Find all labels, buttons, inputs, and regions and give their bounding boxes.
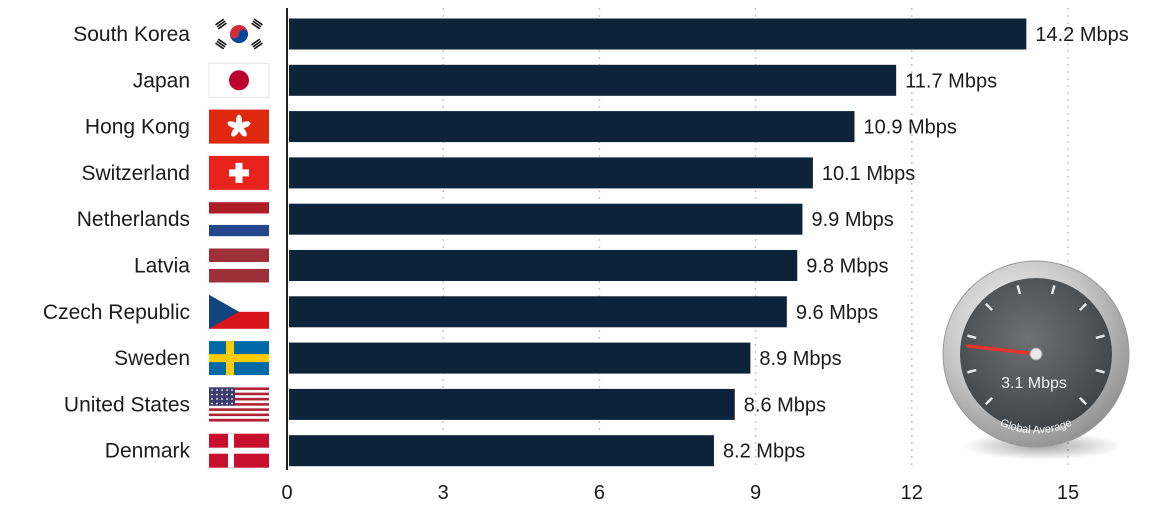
- gauge-tick: [967, 368, 977, 374]
- gauge-tick: [1078, 396, 1088, 406]
- data-label: 9.6 Mbps: [796, 302, 878, 324]
- x-tick-label: 0: [281, 482, 292, 504]
- gauge-tick: [984, 302, 994, 312]
- gauge-hub: [1029, 347, 1043, 361]
- denmark-flag-icon: [209, 433, 269, 468]
- gauge-ticks: [967, 285, 1105, 406]
- category-label: Denmark: [105, 440, 191, 463]
- sweden-flag-icon: [209, 341, 269, 376]
- czech-republic-flag-icon: [209, 294, 269, 329]
- gauge-value-label: 3.1 Mbps: [1001, 375, 1067, 392]
- x-tick-label: 3: [438, 482, 449, 504]
- bar: [289, 435, 714, 467]
- category-label: Sweden: [114, 347, 190, 370]
- data-label: 11.7 Mbps: [905, 70, 997, 92]
- bar: [289, 342, 751, 374]
- data-label: 8.6 Mbps: [744, 394, 826, 416]
- south-korea-flag-icon: [209, 17, 269, 51]
- gauge-tick: [1050, 285, 1056, 295]
- gauge-tick: [967, 334, 977, 340]
- speedometer-icon: 3.1 Mbps Global Average: [942, 260, 1130, 460]
- bar: [289, 296, 787, 328]
- united-states-flag-icon: [209, 387, 269, 422]
- gauge-tick: [1095, 368, 1105, 374]
- category-label: Hong Kong: [85, 116, 190, 139]
- switzerland-flag-icon: [209, 155, 269, 190]
- category-label: Czech Republic: [43, 301, 190, 324]
- x-tick-label: 15: [1057, 482, 1079, 504]
- x-tick-label: 12: [901, 482, 923, 504]
- x-tick-label: 6: [594, 482, 605, 504]
- x-tick-label: 9: [750, 482, 761, 504]
- category-label: Switzerland: [81, 162, 190, 185]
- bar: [289, 250, 798, 281]
- bar: [289, 18, 1027, 50]
- gauge-tick: [1095, 334, 1105, 340]
- bars: [289, 18, 1027, 467]
- bar: [289, 111, 855, 143]
- japan-flag-icon: [208, 62, 270, 98]
- category-label: United States: [64, 393, 190, 416]
- category-label: Latvia: [134, 255, 190, 278]
- data-label: 10.1 Mbps: [822, 163, 915, 185]
- data-label: 9.8 Mbps: [806, 256, 888, 278]
- category-label: Japan: [133, 69, 190, 92]
- gauge-tick: [984, 396, 994, 406]
- data-label: 14.2 Mbps: [1035, 24, 1128, 46]
- data-label: 8.2 Mbps: [723, 441, 805, 463]
- category-label: Netherlands: [77, 208, 190, 231]
- latvia-flag-icon: [209, 248, 269, 283]
- data-label: 9.9 Mbps: [811, 209, 893, 231]
- bar: [289, 64, 897, 96]
- category-label: South Korea: [73, 23, 190, 46]
- data-label: 10.9 Mbps: [864, 117, 957, 139]
- bar: [289, 203, 803, 235]
- gauge-tick: [1016, 285, 1022, 295]
- netherlands-flag-icon: [209, 202, 269, 237]
- category-labels: South Korea Japan Hong Kong Switzerland Neth…: [43, 23, 191, 463]
- value-labels: 14.2 Mbps 11.7 Mbps 10.9 Mbps 10.1 Mbps 9.9 …: [723, 24, 1129, 463]
- gauge-needle: [966, 344, 1040, 356]
- bar: [289, 388, 735, 420]
- bar: [289, 157, 813, 189]
- data-label: 8.9 Mbps: [759, 348, 841, 370]
- flags: [208, 17, 270, 468]
- x-tick-labels: 0 3 6 9 12 15: [281, 482, 1079, 504]
- hong-kong-flag-icon: [209, 109, 269, 144]
- gauge-tick: [1078, 302, 1088, 312]
